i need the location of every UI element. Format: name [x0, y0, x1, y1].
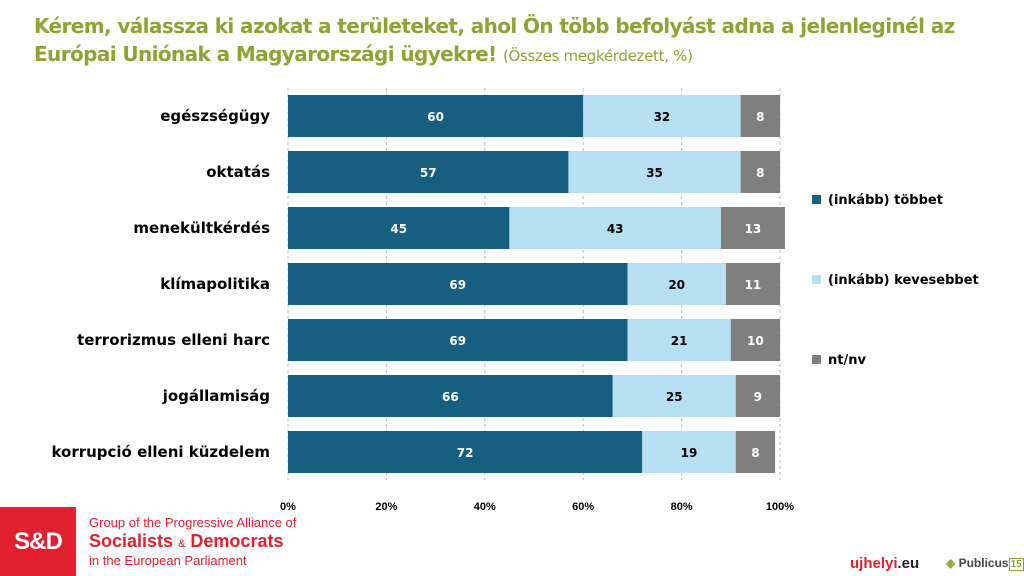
data-label: 8 [751, 446, 759, 460]
data-label: 8 [756, 110, 764, 124]
category-label: egészségügy [160, 107, 270, 125]
bar-segment [288, 431, 643, 473]
bar-segment [730, 319, 780, 361]
bar-segment [720, 207, 785, 249]
legend-swatch [812, 195, 821, 204]
bar-segment [740, 151, 780, 193]
publicus-text: Publicus [958, 556, 1009, 570]
ujhelyi-eu: .eu [897, 555, 920, 572]
legend-label: (inkább) kevesebbet [828, 273, 979, 288]
bar-segment [735, 375, 780, 417]
category-label: menekültkérdés [133, 219, 270, 237]
data-label: 35 [646, 166, 663, 180]
data-label: 25 [666, 390, 683, 404]
x-tick-label: 100% [766, 501, 794, 513]
x-tick-label: 80% [671, 501, 693, 513]
sd-logo: S&D [0, 507, 76, 576]
bar-segment [288, 375, 613, 417]
data-label: 20 [668, 278, 685, 292]
bar-segment [627, 263, 726, 305]
category-label: terrorizmus elleni harc [77, 331, 270, 349]
bar-segment [288, 319, 628, 361]
ujhelyi-logo: ujhelyi.eu [850, 555, 919, 572]
ujhelyi-text: ujhelyi [850, 555, 898, 572]
data-label: 43 [607, 222, 624, 236]
data-label: 66 [442, 390, 459, 404]
bar-segment [568, 151, 741, 193]
chart-title: Kérem, válassza ki azokat a területeket,… [34, 12, 994, 70]
data-label: 11 [745, 278, 762, 292]
data-label: 19 [681, 446, 698, 460]
legend-label: nt/nv [828, 353, 866, 368]
publicus-diamond-icon: ◈ [946, 556, 956, 570]
legend-swatch [812, 275, 821, 284]
title-subtitle: (Összes megkérdezett, %) [502, 47, 693, 65]
bar-segment [288, 207, 510, 249]
bar-segment [509, 207, 721, 249]
sd-amp: & [178, 538, 186, 550]
data-label: 45 [390, 222, 407, 236]
data-label: 69 [449, 334, 466, 348]
bar-segment [725, 263, 780, 305]
data-label: 13 [745, 222, 762, 236]
data-label: 8 [756, 166, 764, 180]
publicus-number: 15 [1008, 558, 1024, 571]
data-label: 57 [420, 166, 437, 180]
data-label: 32 [654, 110, 671, 124]
data-label: 72 [457, 446, 474, 460]
category-label: klímapolitika [160, 275, 270, 293]
sd-democrats: Democrats [190, 531, 284, 551]
x-tick-label: 60% [572, 501, 594, 513]
bar-segment [288, 263, 628, 305]
x-tick-label: 0% [280, 501, 296, 513]
bar-segment [735, 431, 776, 473]
category-label: oktatás [206, 163, 270, 181]
title-main: Kérem, válassza ki azokat a területeket,… [34, 14, 955, 66]
bar-segment [642, 431, 736, 473]
bar-segment [740, 95, 780, 137]
x-tick-label: 20% [375, 501, 397, 513]
x-tick-label: 40% [474, 501, 496, 513]
sd-line3: in the European Parliament [89, 553, 247, 568]
sd-line2: Socialists & Democrats [89, 531, 296, 552]
sd-socialists: Socialists [89, 531, 174, 551]
legend-label: (inkább) többet [828, 193, 943, 208]
publicus-logo: ◈ Publicus 15 [946, 556, 1024, 571]
bar-segment [288, 151, 569, 193]
data-label: 69 [449, 278, 466, 292]
data-label: 60 [427, 110, 444, 124]
bar-segment [288, 95, 584, 137]
category-label: jogállamiság [162, 387, 270, 405]
data-label: 9 [754, 390, 762, 404]
legend-swatch [812, 355, 821, 364]
data-label: 21 [671, 334, 688, 348]
category-label: korrupció elleni küzdelem [51, 443, 270, 461]
data-label: 10 [747, 334, 764, 348]
sd-group-name: Group of the Progressive Alliance of Soc… [89, 515, 296, 568]
sd-line1: Group of the Progressive Alliance of [89, 515, 297, 530]
bar-segment [583, 95, 741, 137]
bar-segment [612, 375, 736, 417]
bar-segment [627, 319, 731, 361]
